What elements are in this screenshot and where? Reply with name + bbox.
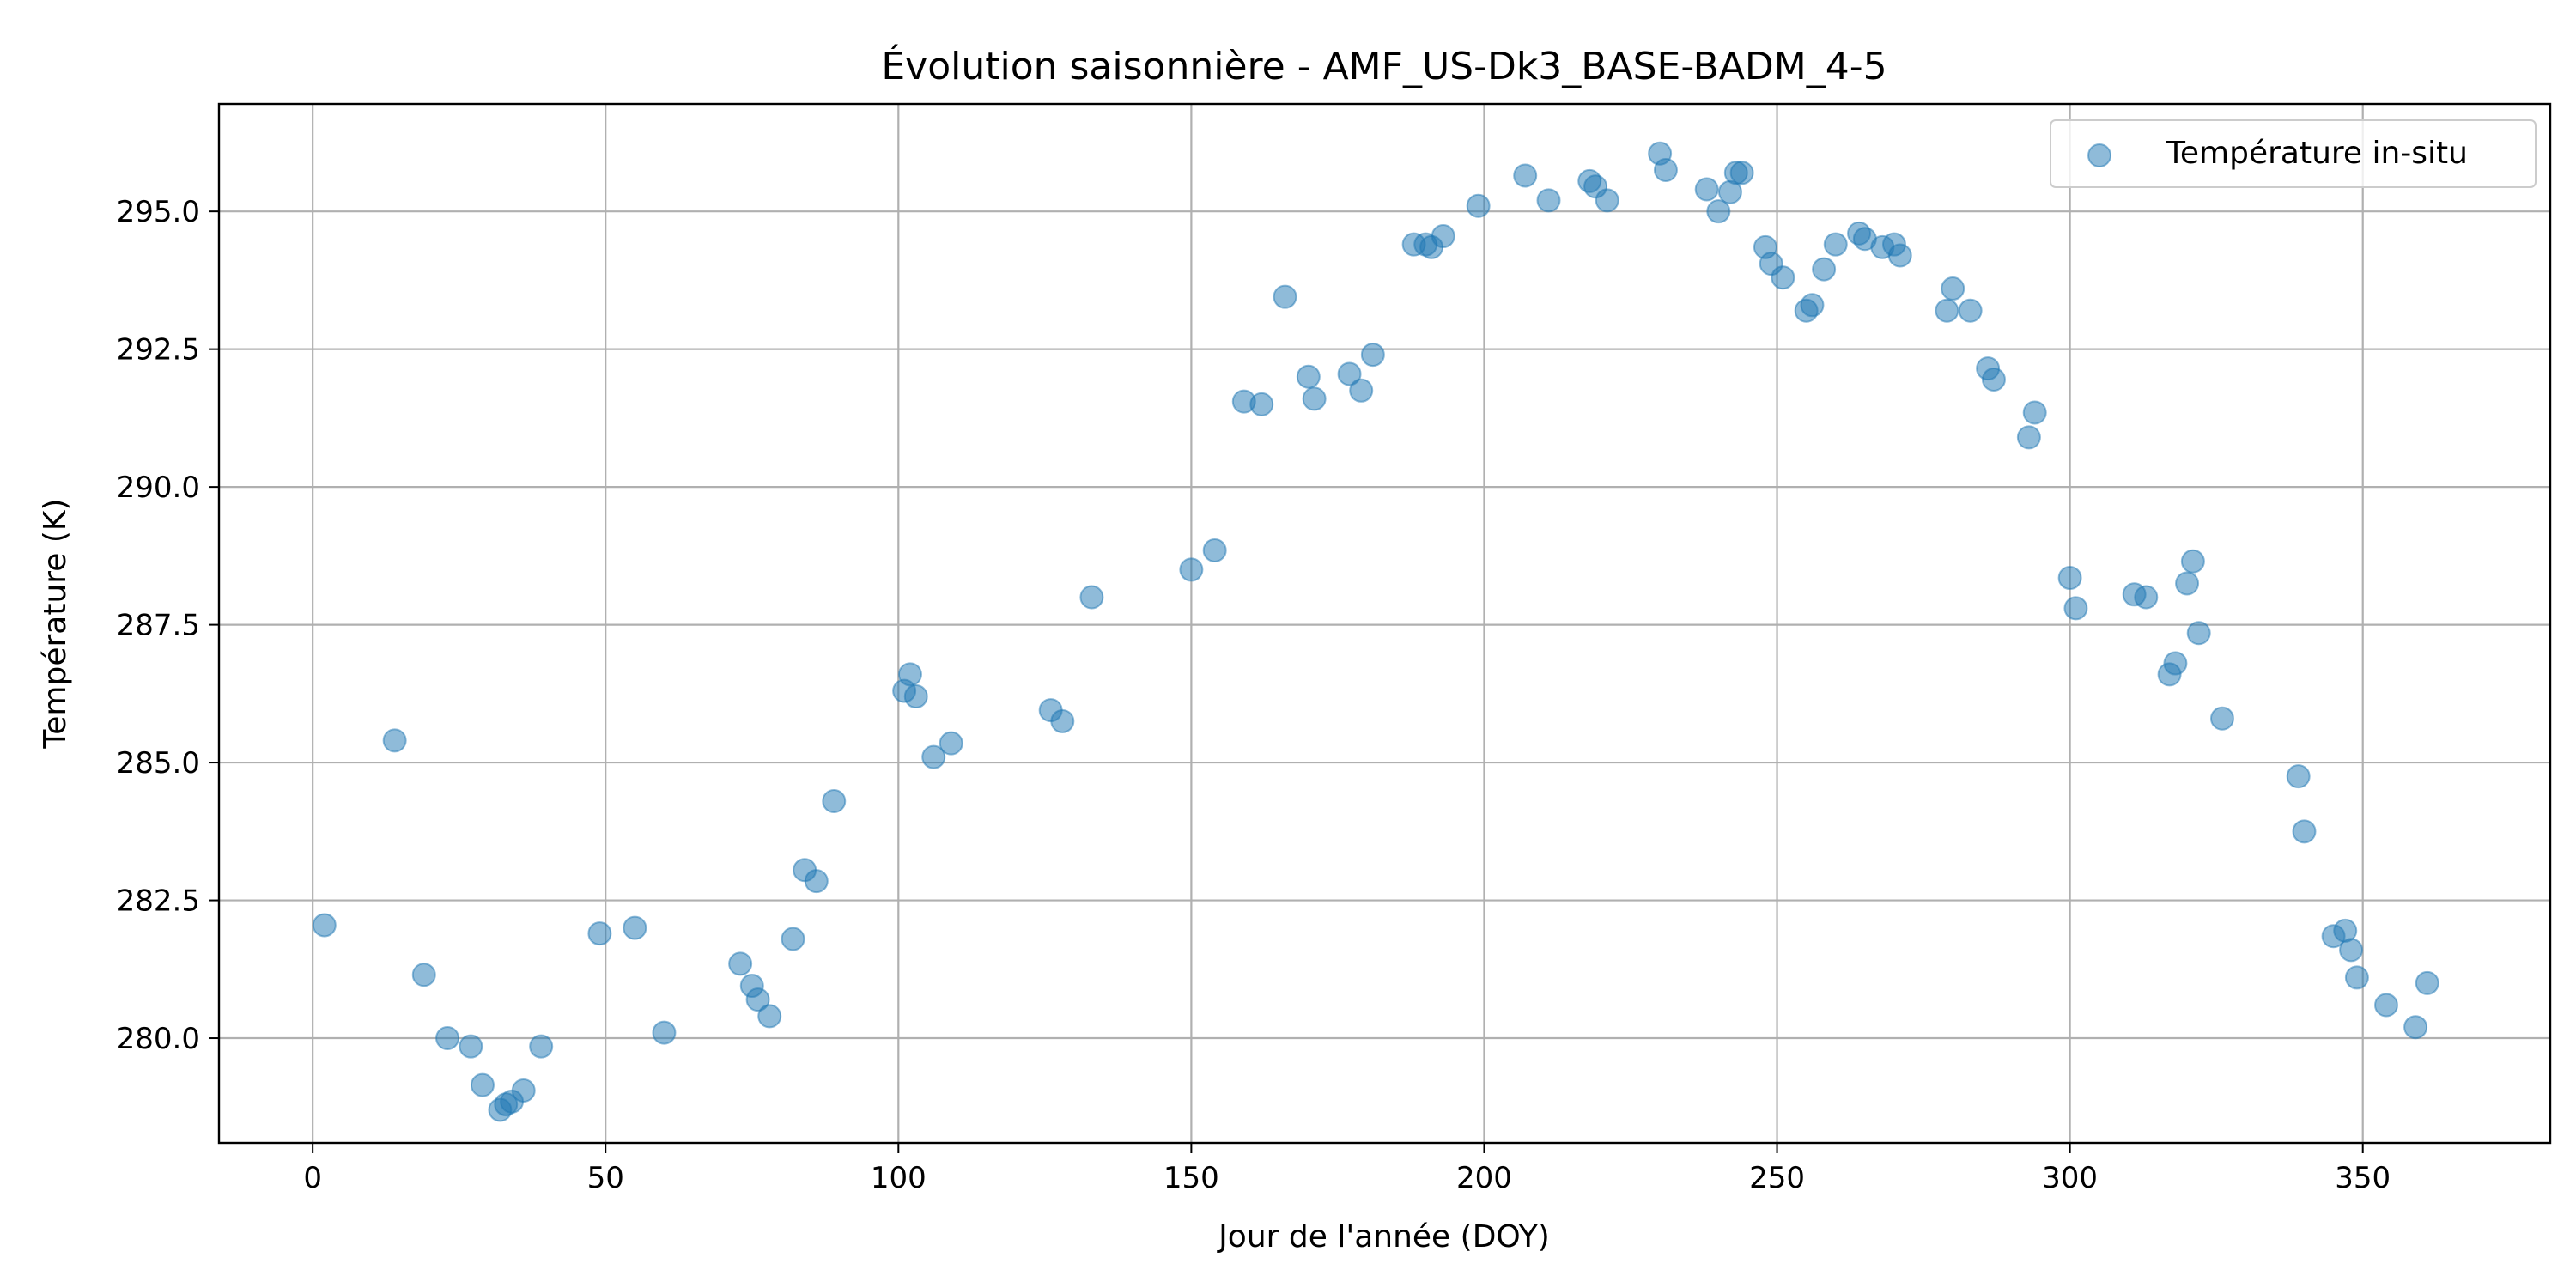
data-point xyxy=(2057,566,2082,591)
x-tick-label: 0 xyxy=(303,1161,322,1195)
x-tick-label: 350 xyxy=(2335,1161,2391,1195)
data-point xyxy=(459,1034,483,1059)
y-tick-label: 290.0 xyxy=(117,471,200,505)
x-axis-label: Jour de l'année (DOY) xyxy=(1217,1219,1550,1255)
data-point xyxy=(1513,163,1538,188)
data-point xyxy=(1466,193,1491,218)
data-point xyxy=(1079,585,1104,610)
data-point xyxy=(1337,361,1362,386)
data-point xyxy=(1360,343,1385,368)
data-point xyxy=(1958,298,1983,323)
data-point xyxy=(804,869,829,894)
data-point xyxy=(903,684,928,709)
data-point xyxy=(2373,993,2398,1018)
data-point xyxy=(529,1034,554,1059)
y-tick-label: 292.5 xyxy=(117,333,200,368)
data-point xyxy=(2180,549,2205,574)
axis-ticks: 0 50 100 150 200 250 300 350 280.0 282.5 285.0 287.… xyxy=(117,195,2391,1195)
data-point xyxy=(728,951,753,976)
legend-box xyxy=(2050,119,2537,188)
data-point xyxy=(1771,265,1795,290)
data-point xyxy=(1812,257,1837,282)
data-point xyxy=(1800,293,1825,318)
data-point xyxy=(2339,938,2364,963)
data-point xyxy=(1302,386,1327,411)
data-point xyxy=(1981,367,2006,392)
data-point xyxy=(2344,965,2369,990)
data-point xyxy=(1536,188,1561,213)
x-tick-label: 100 xyxy=(871,1161,927,1195)
data-point xyxy=(2403,1015,2428,1040)
data-point xyxy=(587,921,612,946)
data-point xyxy=(652,1020,677,1045)
data-point xyxy=(2016,425,2041,450)
data-point xyxy=(2163,651,2188,676)
data-point xyxy=(1349,378,1374,403)
data-point xyxy=(1694,177,1719,202)
legend-label: Température in-situ xyxy=(2166,136,2468,171)
data-point xyxy=(511,1078,536,1103)
data-point xyxy=(2286,764,2311,789)
data-point xyxy=(1935,298,1959,323)
y-tick-label: 287.5 xyxy=(117,609,200,643)
y-tick-label: 285.0 xyxy=(117,746,200,781)
data-point xyxy=(1273,284,1297,309)
data-point xyxy=(781,927,805,951)
data-point xyxy=(2063,596,2088,621)
data-point xyxy=(1706,199,1731,224)
legend-marker xyxy=(2087,143,2111,167)
data-point xyxy=(2292,819,2317,844)
data-point xyxy=(1431,224,1455,249)
data-point xyxy=(1887,243,1912,268)
data-point xyxy=(1729,161,1754,185)
data-point xyxy=(470,1072,495,1097)
data-point xyxy=(2415,970,2439,995)
x-tick-label: 250 xyxy=(1749,1161,1805,1195)
data-point xyxy=(822,789,847,814)
data-point xyxy=(897,662,922,687)
legend: Température in-situ xyxy=(2050,119,2537,188)
data-point xyxy=(2022,400,2047,425)
data-point xyxy=(1202,538,1227,562)
data-point xyxy=(312,913,337,938)
data-point xyxy=(921,744,946,769)
data-point xyxy=(1050,708,1075,733)
data-points xyxy=(312,141,2439,1122)
data-point xyxy=(2134,585,2159,610)
data-point xyxy=(2209,706,2234,731)
data-point xyxy=(1179,557,1204,582)
data-point xyxy=(435,1026,460,1051)
data-point xyxy=(382,728,407,753)
plot-frame xyxy=(217,102,2552,1145)
data-point xyxy=(1595,188,1619,213)
x-tick-label: 300 xyxy=(2042,1161,2098,1195)
data-point xyxy=(1653,158,1678,183)
data-point xyxy=(1823,232,1848,257)
data-point xyxy=(623,915,647,940)
x-tick-label: 50 xyxy=(587,1161,624,1195)
y-tick-label: 280.0 xyxy=(117,1022,200,1056)
data-point xyxy=(411,963,436,987)
data-point xyxy=(1296,364,1321,389)
y-tick-label: 282.5 xyxy=(117,884,200,919)
data-point xyxy=(2175,571,2200,596)
y-tick-label: 295.0 xyxy=(117,195,200,229)
x-tick-label: 200 xyxy=(1456,1161,1512,1195)
y-axis-label: Température (K) xyxy=(38,498,73,749)
chart-title: Évolution saisonnière - AMF_US-Dk3_BASE-… xyxy=(881,43,1886,88)
data-point xyxy=(939,731,963,756)
x-tick-label: 150 xyxy=(1163,1161,1219,1195)
data-point xyxy=(1249,392,1274,416)
data-point xyxy=(745,987,770,1012)
data-point xyxy=(1941,276,1965,301)
data-point xyxy=(757,1004,782,1029)
data-point xyxy=(2186,621,2211,646)
